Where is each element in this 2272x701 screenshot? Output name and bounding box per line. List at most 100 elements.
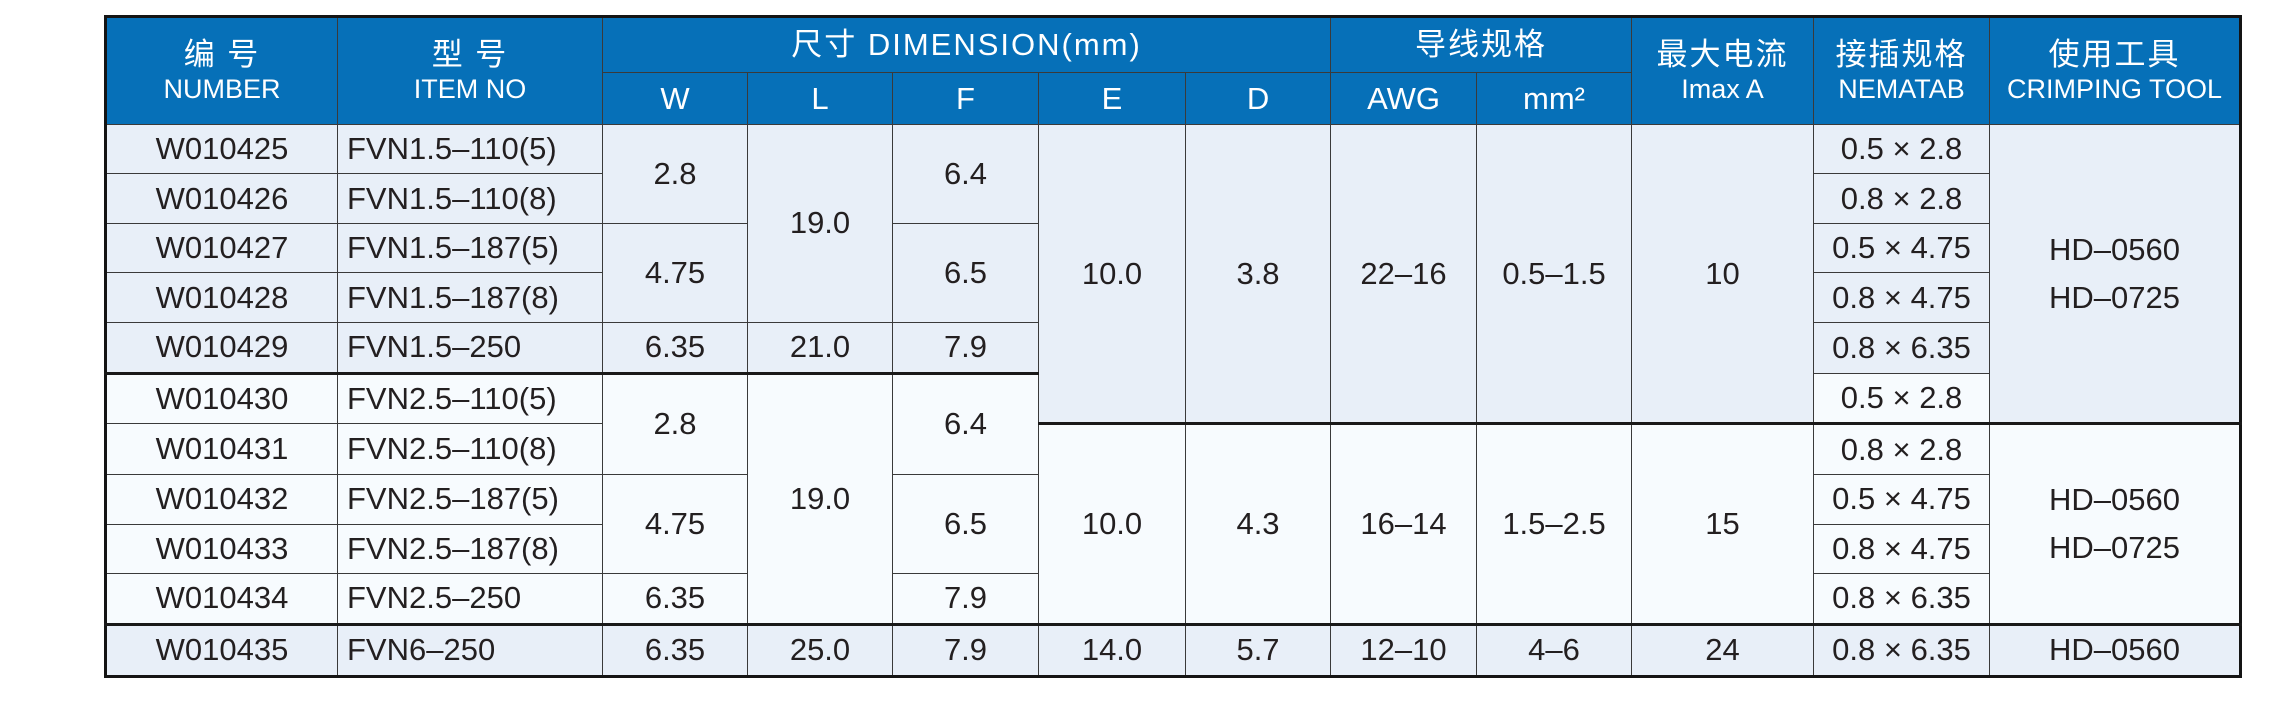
cell-crimping-tool: HD–0560 [1989, 622, 2242, 678]
cell-nematab: 0.5 × 4.75 [1813, 474, 1991, 525]
cell-e: 10.0 [1038, 123, 1186, 425]
cell-item-no: FVN2.5–187(8) [337, 523, 603, 574]
cell-awg: 12–10 [1330, 622, 1478, 678]
col-item-en: ITEM NO [413, 73, 527, 104]
cell-item-no: FVN2.5–110(8) [337, 423, 603, 476]
cell-mm2: 4–6 [1476, 622, 1633, 678]
cell-imax: 15 [1631, 422, 1815, 625]
cell-mm2: 0.5–1.5 [1476, 123, 1633, 425]
cell-l: 19.0 [747, 371, 893, 625]
cell-l: 25.0 [747, 622, 893, 678]
table-row: W010434 FVN2.5–250 6.35 7.9 0.8 × 6.35 [105, 572, 2241, 625]
header-row-2: W L F E D AWG mm² [106, 72, 2241, 125]
cell-number: W010426 [105, 173, 338, 224]
col-e: E [1038, 72, 1186, 125]
col-group-wire-spec: 导线规格 [1330, 16, 1633, 73]
cell-w: 6.35 [602, 622, 748, 678]
col-nematab-en: NEMATAB [1838, 73, 1965, 104]
cell-d: 4.3 [1184, 422, 1332, 625]
table-row: W010425 FVN1.5–110(5) 2.8 19.0 6.4 10.0 … [105, 123, 2242, 425]
col-nematab-zh: 接插规格 [1835, 36, 1968, 72]
cell-f: 7.9 [892, 321, 1039, 374]
header-row-1: 编 号 NUMBER 型 号 ITEM NO 尺寸 DIMENSION(mm) … [105, 16, 2242, 125]
cell-e: 10.0 [1038, 422, 1186, 625]
cell-item-no: FVN1.5–110(5) [337, 123, 603, 175]
col-group-dimension: 尺寸 DIMENSION(mm) [601, 16, 1332, 73]
table-row: W010429 FVN1.5–250 6.35 21.0 7.9 0.8 × 6… [105, 321, 2241, 374]
col-f: F [892, 72, 1039, 125]
table-row: W010430 FVN2.5–110(5) 2.8 19.0 6.4 0.5 ×… [105, 371, 2241, 625]
cell-number: W010428 [105, 272, 338, 323]
col-tool-zh: 使用工具 [2048, 36, 2181, 72]
cell-item-no: FVN1.5–110(8) [337, 173, 603, 224]
cell-imax: 24 [1631, 622, 1815, 678]
cell-nematab: 0.8 × 6.35 [1813, 622, 1991, 678]
table-row: W010428 FVN1.5–187(8) 0.8 × 4.75 [105, 272, 2241, 323]
tool-line: HD–0725 [2049, 530, 2181, 566]
cell-w: 4.75 [602, 474, 748, 574]
cell-mm2: 1.5–2.5 [1476, 422, 1633, 625]
cell-item-no: FVN2.5–250 [337, 572, 603, 625]
table-row: W010432 FVN2.5–187(5) 4.75 6.5 0.5 × 4.7… [105, 474, 2241, 574]
cell-w: 6.35 [602, 572, 748, 625]
cell-number: W010430 [105, 371, 338, 425]
cell-nematab: 0.5 × 2.8 [1813, 123, 1991, 175]
tool-line: HD–0725 [2049, 279, 2181, 315]
cell-f: 6.4 [892, 124, 1039, 224]
cell-awg: 22–16 [1330, 123, 1478, 425]
cell-nematab: 0.8 × 4.75 [1813, 272, 1991, 323]
cell-nematab: 0.8 × 6.35 [1813, 321, 1991, 374]
spec-table: 编 号 NUMBER 型 号 ITEM NO 尺寸 DIMENSION(mm) … [104, 15, 2243, 678]
cell-number: W010427 [105, 222, 338, 274]
cell-number: W010435 [105, 622, 338, 678]
table-row: W010426 FVN1.5–110(8) 0.8 × 2.8 [105, 173, 2241, 224]
tool-line: HD–0560 [2049, 231, 2181, 267]
col-nematab: 接插规格 NEMATAB [1813, 16, 1991, 125]
cell-crimping-tool: HD–0560 HD–0725 [1989, 422, 2242, 625]
cell-number: W010425 [105, 123, 338, 175]
table-row: W010427 FVN1.5–187(5) 4.75 6.5 0.5 × 4.7… [105, 222, 2241, 323]
cell-nematab: 0.8 × 4.75 [1813, 523, 1991, 574]
col-item-zh: 型 号 [431, 36, 509, 72]
cell-f: 7.9 [892, 622, 1039, 678]
cell-w: 6.35 [602, 321, 748, 374]
cell-number: W010432 [105, 474, 338, 525]
cell-number: W010431 [105, 423, 338, 476]
cell-awg: 16–14 [1330, 422, 1478, 625]
col-item-no: 型 号 ITEM NO [337, 16, 603, 125]
cell-w: 4.75 [602, 222, 748, 323]
cell-item-no: FVN1.5–187(8) [337, 272, 603, 323]
cell-d: 3.8 [1184, 123, 1332, 425]
cell-l: 19.0 [747, 124, 893, 323]
cell-l: 21.0 [747, 321, 893, 374]
col-number-en: NUMBER [163, 73, 281, 104]
cell-w: 2.8 [602, 124, 748, 224]
cell-f: 6.5 [892, 474, 1039, 574]
cell-nematab: 0.8 × 2.8 [1813, 422, 1991, 476]
cell-number: W010434 [105, 572, 338, 625]
cell-e: 14.0 [1038, 622, 1186, 678]
cell-w: 2.8 [602, 371, 748, 476]
col-number-zh: 编 号 [183, 36, 261, 72]
cell-item-no: FVN6–250 [337, 622, 603, 678]
cell-item-no: FVN1.5–250 [337, 321, 603, 374]
cell-f: 6.5 [892, 222, 1039, 323]
cell-nematab: 0.8 × 6.35 [1813, 572, 1991, 625]
cell-number: W010429 [105, 321, 338, 374]
tool-line: HD–0560 [2049, 481, 2181, 517]
col-max-current-zh: 最大电流 [1656, 36, 1789, 72]
col-number: 编 号 NUMBER [105, 16, 338, 125]
cell-nematab: 0.5 × 4.75 [1813, 222, 1991, 274]
col-w: W [602, 72, 748, 125]
cell-nematab: 0.8 × 2.8 [1813, 173, 1991, 224]
col-mm2: mm² [1476, 72, 1633, 125]
cell-imax: 10 [1631, 123, 1815, 425]
col-awg: AWG [1330, 72, 1478, 125]
cell-item-no: FVN1.5–187(5) [337, 222, 603, 274]
table-row: W010435 FVN6–250 6.35 25.0 7.9 14.0 5.7 … [105, 622, 2242, 678]
cell-crimping-tool: HD–0560 HD–0725 [1989, 123, 2242, 425]
cell-item-no: FVN2.5–187(5) [337, 474, 603, 525]
col-d: D [1184, 72, 1332, 125]
col-max-current: 最大电流 Imax A [1631, 16, 1815, 125]
